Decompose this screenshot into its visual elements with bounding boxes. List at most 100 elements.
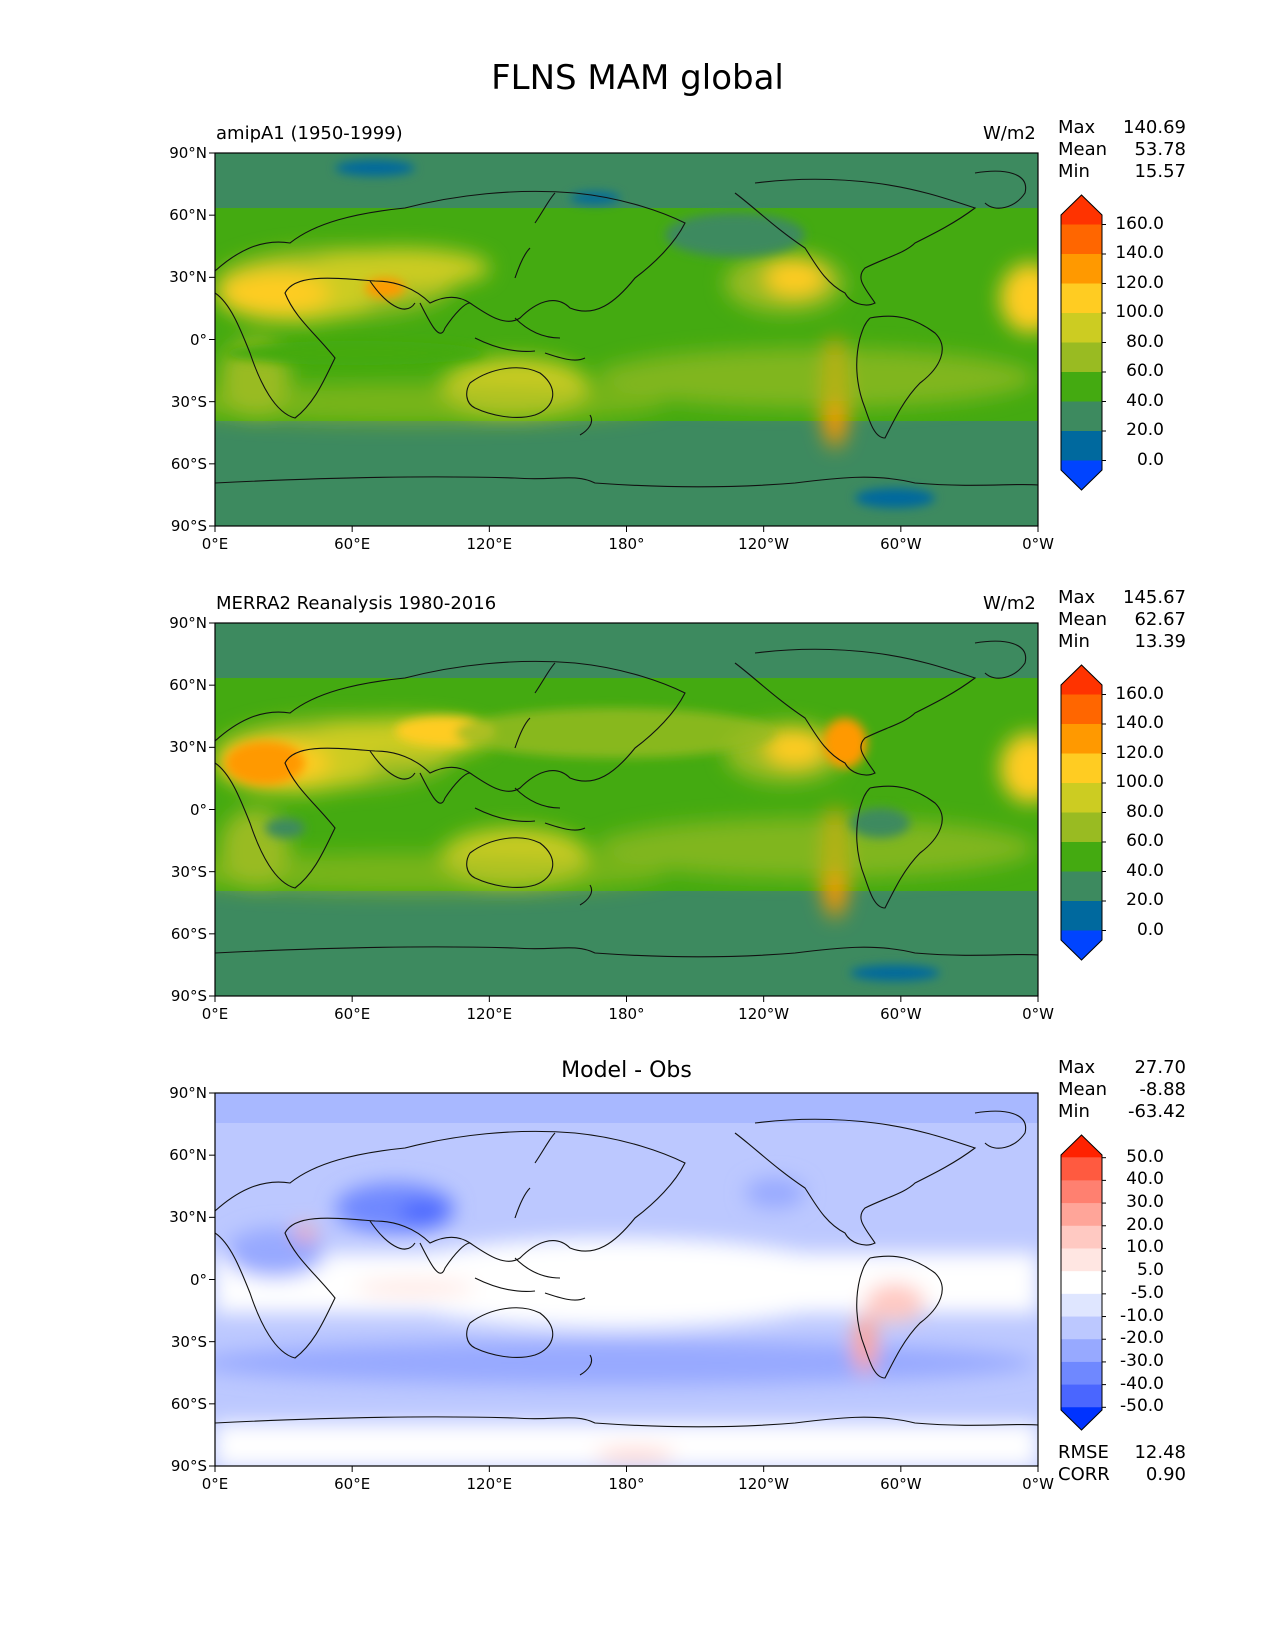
max-label: Max <box>1058 1057 1096 1078</box>
colorbar-segment <box>1061 431 1102 461</box>
lat-tick-label: 90°S <box>170 1457 207 1475</box>
colorbar-label: 0.0 <box>1136 449 1164 470</box>
lon-tick-label: 60°E <box>334 1005 371 1023</box>
colorbar-segment <box>1061 372 1102 402</box>
colorbar-label: 40.0 <box>1126 860 1164 881</box>
lat-tick-label: 60°N <box>169 1146 207 1165</box>
colorbar-segment <box>1061 694 1102 725</box>
max-label: Max <box>1058 117 1096 138</box>
lat-tick-label: 90°N <box>169 144 207 162</box>
lon-tick-label: 0°E <box>201 1005 229 1023</box>
colorbar-label: 100.0 <box>1115 302 1164 322</box>
panel-2-units: W/m2 <box>983 593 1036 614</box>
min-value: -63.42 <box>1127 1101 1186 1122</box>
colorbar-label: 20.0 <box>1126 890 1164 910</box>
colorbar-segment <box>1061 753 1102 784</box>
lon-tick-label: 120°E <box>466 1475 513 1493</box>
colorbar-label: 0.0 <box>1136 919 1164 940</box>
colorbar-label: 20.0 <box>1126 1214 1164 1235</box>
lon-tick-label: 120°W <box>738 1475 790 1493</box>
mean-label: Mean <box>1058 139 1108 160</box>
colorbar-label: 40.0 <box>1126 1169 1164 1190</box>
lon-tick-label: 60°E <box>334 1475 371 1493</box>
colorbar-segment <box>1061 342 1102 373</box>
lat-tick-label: 90°N <box>169 614 207 632</box>
corr-label: CORR <box>1058 1464 1110 1485</box>
colorbar-label: -30.0 <box>1120 1350 1164 1371</box>
colorbar-label: -40.0 <box>1120 1373 1164 1394</box>
colorbar-label: 120.0 <box>1115 742 1164 763</box>
colorbar-segment <box>1061 1225 1102 1249</box>
map-fill-2 <box>215 623 1038 996</box>
colorbar-label: 40.0 <box>1126 390 1164 411</box>
panel-3 <box>214 1092 1039 1467</box>
colorbar-label: -5.0 <box>1130 1282 1164 1303</box>
lat-tick-label: 0° <box>189 800 207 819</box>
lon-tick-label: 180° <box>608 1005 645 1023</box>
colorbar-label: 140.0 <box>1115 713 1164 733</box>
colorbar-segment <box>1061 313 1102 343</box>
panel-2-label: MERRA2 Reanalysis 1980-2016 <box>216 593 497 614</box>
min-value: 13.39 <box>1134 631 1186 652</box>
panel-3-title: Model - Obs <box>561 1058 692 1083</box>
colorbar-segment <box>1061 1339 1102 1363</box>
lon-tick-label: 120°E <box>466 535 513 553</box>
colorbar-segment <box>1061 1271 1102 1295</box>
min-value: 15.57 <box>1134 161 1186 182</box>
lon-tick-label: 0°E <box>201 1475 229 1493</box>
lat-tick-label: 60°N <box>169 676 207 695</box>
max-value: 145.67 <box>1123 587 1186 608</box>
tick-marks <box>209 152 1039 1472</box>
colorbar-label: 80.0 <box>1126 801 1164 822</box>
colorbar-label: 5.0 <box>1136 1260 1164 1281</box>
panel-3-stats: Max 27.70 Mean -8.88 Min -63.42 <box>1058 1057 1186 1123</box>
lon-tick-label: 60°E <box>334 535 371 553</box>
mean-value: 62.67 <box>1134 609 1186 630</box>
colorbar-segment <box>1061 1203 1102 1227</box>
max-label: Max <box>1058 587 1096 608</box>
colorbar-extend-bottom <box>1061 460 1102 490</box>
panel-1-units: W/m2 <box>983 123 1036 144</box>
corr-value: 0.90 <box>1145 1464 1186 1485</box>
lat-tick-label: 60°S <box>170 1394 207 1413</box>
lon-tick-label: 0°W <box>1022 1475 1054 1493</box>
colorbar-label: 30.0 <box>1126 1192 1164 1213</box>
panel-2 <box>214 622 1039 997</box>
lon-tick-label: 120°W <box>738 535 790 553</box>
mean-value: 53.78 <box>1134 139 1186 160</box>
lon-tick-label: 180° <box>608 1475 645 1493</box>
colorbar-segment <box>1061 901 1102 931</box>
panel-3-metrics: RMSE 12.48 CORR 0.90 <box>1058 1442 1186 1486</box>
colorbar-segment <box>1061 1361 1102 1386</box>
colorbar-label: 100.0 <box>1115 772 1164 792</box>
colorbar-label: 120.0 <box>1115 272 1164 293</box>
colorbar-outline <box>1060 194 1103 491</box>
colorbar-segment <box>1061 1180 1102 1204</box>
colorbar-segment <box>1061 783 1102 813</box>
lat-tick-label: 0° <box>189 330 207 349</box>
lat-tick-label: 30°N <box>169 268 207 287</box>
lon-tick-label: 0°W <box>1022 535 1054 553</box>
map-fill-1 <box>215 153 1038 526</box>
colorbar-segment <box>1061 871 1102 902</box>
colorbar-label: 60.0 <box>1126 361 1164 381</box>
figure-title: FLNS MAM global <box>491 58 784 98</box>
mean-value: -8.88 <box>1139 1079 1186 1100</box>
colorbar-extend-top <box>1061 195 1102 225</box>
colorbar-segment <box>1061 401 1102 432</box>
lat-tick-label: 30°S <box>170 862 207 881</box>
lat-tick-label: 60°N <box>169 206 207 225</box>
colorbar-segment <box>1061 254 1102 284</box>
lat-tick-label: 60°S <box>170 454 207 473</box>
colorbar-extend-bottom <box>1061 930 1102 960</box>
colorbar-label: 140.0 <box>1115 243 1164 263</box>
colorbar-extend-top <box>1061 665 1102 695</box>
panel-1-label: amipA1 (1950-1999) <box>216 123 403 144</box>
lat-tick-label: 90°N <box>169 1084 207 1102</box>
max-value: 27.70 <box>1134 1057 1186 1078</box>
lat-tick-label: 30°N <box>169 738 207 757</box>
lon-tick-label: 120°W <box>738 1005 790 1023</box>
lat-tick-label: 30°S <box>170 392 207 411</box>
lon-tick-label: 60°W <box>880 1475 922 1493</box>
colorbar-label: 50.0 <box>1126 1146 1164 1167</box>
